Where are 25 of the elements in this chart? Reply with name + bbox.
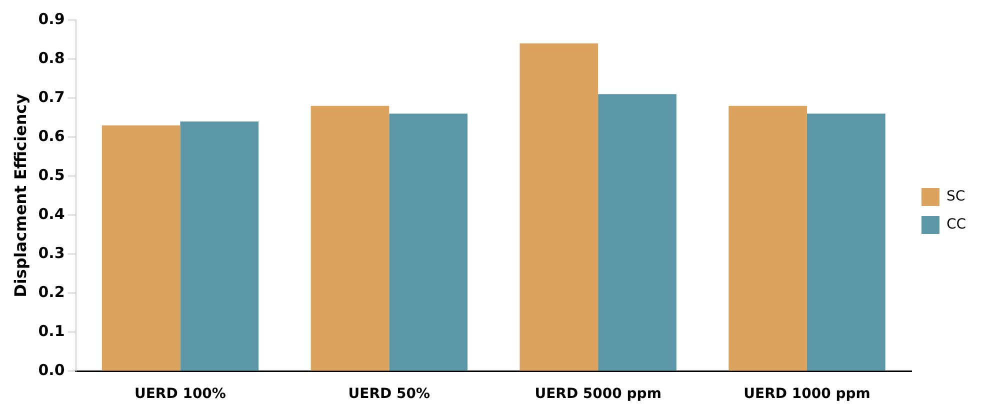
y-axis-title: Displacment Efficiency: [10, 93, 30, 298]
x-tick-label: UERD 1000 ppm: [744, 386, 870, 402]
x-tick-label: UERD 5000 ppm: [534, 386, 662, 402]
bar: [598, 94, 676, 371]
y-tick-label: 0.3: [38, 244, 65, 262]
legend-label: SC: [946, 188, 966, 205]
y-tick-label: 0.7: [38, 88, 65, 106]
legend-label: CC: [946, 216, 966, 233]
bar: [728, 106, 807, 371]
bar: [520, 43, 598, 371]
bar: [310, 106, 390, 371]
x-tick-label: UERD 100%: [134, 386, 226, 402]
y-tick-label: 0.4: [38, 205, 65, 223]
y-tick-label: 0.5: [38, 166, 65, 184]
y-tick-label: 0.8: [38, 48, 65, 67]
y-tick-label: 0.6: [38, 126, 65, 145]
y-tick-label: 0.2: [38, 283, 65, 302]
bar: [389, 114, 468, 371]
bar: [102, 125, 180, 371]
y-tick-label: 0.9: [38, 10, 65, 28]
bar: [180, 121, 259, 371]
y-tick-label: 0.0: [38, 361, 65, 380]
bar: [806, 114, 886, 371]
x-tick-label: UERD 50%: [348, 386, 430, 402]
y-tick-label: 0.1: [38, 322, 65, 340]
